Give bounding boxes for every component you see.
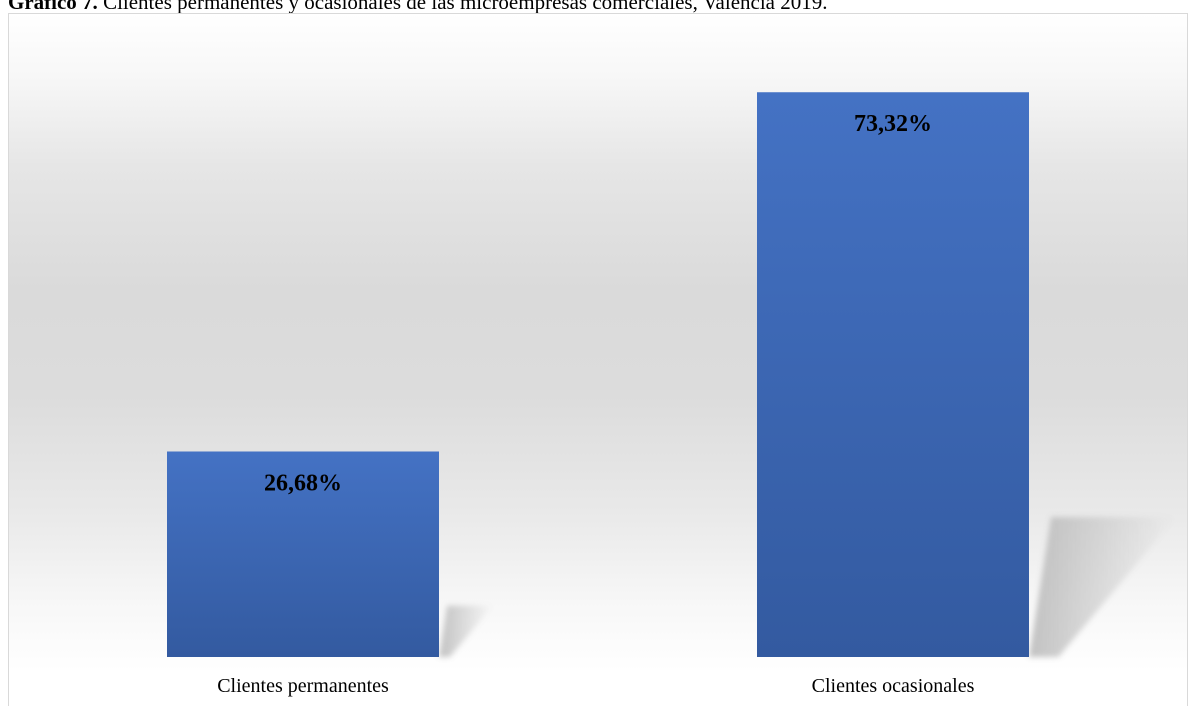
data-labels-group: 26,68% 73,32% (264, 111, 932, 496)
x-tick-labels-group: Clientes permanentes Clientes ocasionales (217, 675, 974, 697)
figure-caption: Gráfico 7. Clientes permanentes y ocasio… (8, 0, 1188, 13)
x-tick-label: Clientes ocasionales (812, 675, 975, 697)
data-label: 26,68% (264, 470, 342, 496)
bar (757, 92, 1029, 657)
bar-shadow (439, 605, 493, 657)
data-label: 73,32% (854, 111, 932, 137)
bars-group (167, 92, 1029, 657)
figure-caption-text: Clientes permanentes y ocasionales de la… (97, 0, 828, 13)
bar-shadows (439, 517, 1176, 657)
figure-caption-prefix: Gráfico 7. (8, 0, 98, 13)
bar-shadow (1029, 517, 1176, 657)
bar (167, 451, 439, 657)
x-tick-label: Clientes permanentes (217, 675, 389, 697)
